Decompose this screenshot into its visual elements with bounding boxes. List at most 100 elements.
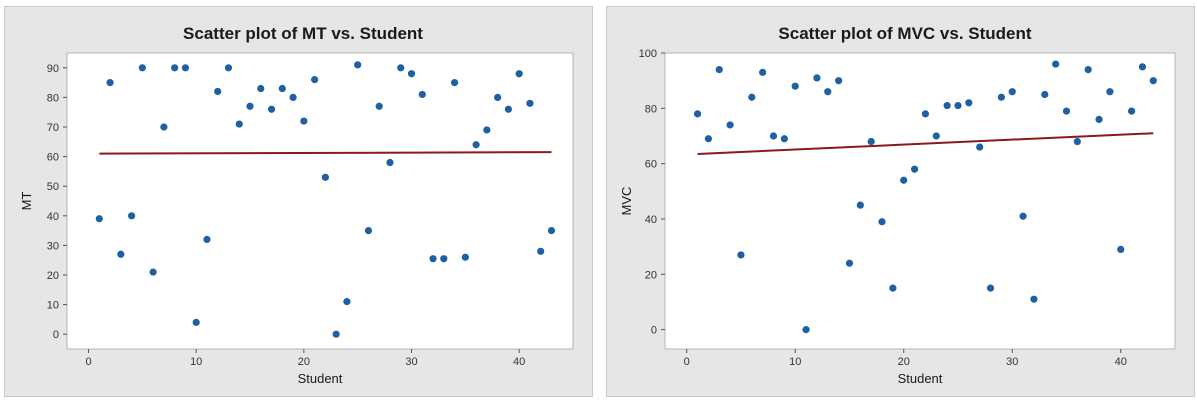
- data-point: [921, 110, 930, 118]
- data-point: [824, 88, 832, 96]
- y-axis-label: MT: [19, 192, 34, 211]
- data-point: [976, 143, 984, 151]
- y-axis-label: MVC: [619, 187, 634, 216]
- data-point: [986, 284, 995, 292]
- data-point: [867, 137, 875, 146]
- y-tick-label: 60: [645, 159, 657, 171]
- data-point: [910, 165, 919, 173]
- x-tick-label: 30: [1006, 356, 1018, 368]
- data-point: [354, 61, 362, 69]
- fit-line: [697, 132, 1154, 155]
- x-tick-label: 30: [405, 356, 417, 368]
- data-point: [494, 93, 502, 101]
- y-tick-label: 50: [47, 181, 59, 193]
- y-tick-label: 60: [47, 152, 59, 164]
- data-point: [364, 227, 373, 235]
- chart-mt: Scatter plot of MT vs. Student 0 10 20 30 40 0…: [19, 24, 574, 386]
- data-point: [1019, 212, 1027, 220]
- data-point: [965, 99, 973, 107]
- data-point: [171, 64, 179, 72]
- y-tick-label: 0: [53, 329, 59, 341]
- data-point: [759, 68, 767, 76]
- data-point: [769, 132, 778, 140]
- chart-mvc: Scatter plot of MVC vs. Student 0 10 20 30 40…: [619, 24, 1176, 386]
- data-point: [117, 250, 125, 258]
- data-point: [856, 201, 864, 209]
- data-point: [1084, 65, 1092, 74]
- data-point: [300, 117, 308, 125]
- data-point: [889, 284, 897, 292]
- data-point: [386, 158, 394, 167]
- data-point: [1008, 88, 1016, 96]
- y-tick-label: 80: [47, 92, 59, 104]
- y-tick-label: 80: [645, 103, 657, 115]
- x-tick-label: 10: [789, 356, 801, 368]
- data-point: [127, 212, 136, 220]
- data-point: [440, 255, 448, 263]
- x-axis-label: Student: [898, 371, 943, 386]
- data-point: [311, 76, 319, 84]
- data-point: [1117, 245, 1125, 254]
- x-tick-label: 10: [190, 356, 202, 368]
- data-point: [418, 90, 426, 99]
- data-point: [246, 102, 254, 110]
- data-point: [1073, 137, 1081, 146]
- data-point: [321, 173, 329, 181]
- x-tick-label: 0: [684, 356, 690, 368]
- data-point: [267, 105, 276, 113]
- data-point: [278, 84, 286, 93]
- x-tick-label: 40: [1115, 356, 1127, 368]
- data-point: [397, 64, 405, 72]
- chart-title: Scatter plot of MT vs. Student: [183, 24, 423, 43]
- data-point: [1127, 107, 1136, 115]
- data-point: [835, 77, 843, 85]
- x-tick-label: 20: [898, 356, 910, 368]
- data-point: [257, 84, 265, 93]
- fit-line: [99, 151, 552, 155]
- data-point: [504, 105, 513, 113]
- data-point: [932, 132, 940, 140]
- data-point: [547, 227, 556, 235]
- data-point: [1138, 63, 1147, 71]
- data-point: [943, 101, 951, 110]
- data-point: [845, 259, 854, 267]
- y-tick-label: 20: [47, 270, 59, 282]
- data-point: [737, 251, 745, 259]
- data-point: [181, 64, 190, 72]
- data-point: [1149, 77, 1157, 85]
- data-point: [214, 87, 222, 96]
- y-tick-label: 30: [47, 240, 59, 252]
- x-tick-label: 0: [85, 356, 91, 368]
- y-tick-label: 40: [645, 214, 657, 226]
- x-tick-label: 20: [298, 356, 310, 368]
- data-point: [332, 330, 340, 338]
- data-point: [1041, 90, 1049, 99]
- data-point: [954, 101, 962, 110]
- data-point: [1062, 107, 1071, 115]
- data-point: [149, 268, 157, 276]
- data-point: [537, 247, 545, 255]
- plot-area: [66, 52, 574, 350]
- data-point: [704, 135, 713, 143]
- x-tick-label: 40: [513, 356, 525, 368]
- data-point: [472, 141, 480, 149]
- data-point: [289, 93, 297, 101]
- data-point: [483, 126, 491, 134]
- data-point: [1095, 115, 1103, 123]
- data-point: [693, 110, 702, 118]
- data-point: [997, 93, 1005, 101]
- y-tick-label: 40: [47, 211, 59, 223]
- plot-area: [664, 52, 1176, 350]
- data-point: [450, 79, 459, 87]
- data-point: [95, 215, 103, 223]
- data-point: [224, 64, 233, 72]
- data-point: [160, 123, 168, 131]
- data-point: [791, 82, 799, 90]
- data-point: [1030, 295, 1038, 303]
- data-point: [203, 235, 211, 244]
- data-point: [878, 218, 886, 226]
- data-point: [1106, 88, 1114, 96]
- y-tick-label: 20: [645, 269, 657, 281]
- data-point: [715, 65, 723, 74]
- data-point: [192, 318, 200, 326]
